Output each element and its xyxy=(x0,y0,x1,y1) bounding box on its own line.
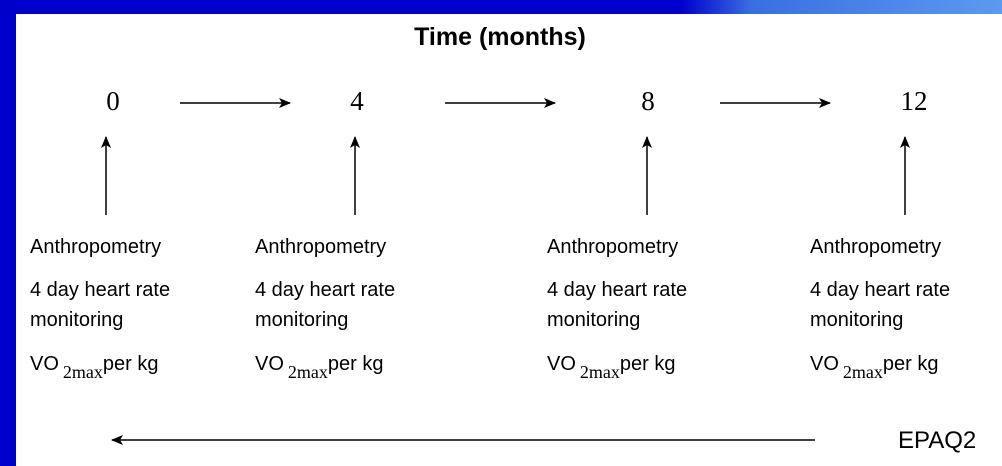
measure-item: Anthropometry xyxy=(810,236,941,258)
vo-suffix: per kg xyxy=(103,353,159,375)
measure-item: Anthropometry xyxy=(547,236,678,258)
timepoint-label: 0 xyxy=(106,86,120,116)
title: Time (months) xyxy=(414,23,586,51)
vo-subscript: 2max xyxy=(843,362,883,382)
vo: VO xyxy=(30,353,59,375)
vo: VO xyxy=(255,353,284,375)
timepoint-label: 12 xyxy=(901,86,928,116)
measure-item: 4 day heart rate xyxy=(810,279,950,301)
content-panel xyxy=(16,14,1002,466)
footer-label: EPAQ2 xyxy=(898,427,976,454)
measure-item: Anthropometry xyxy=(255,236,386,258)
vo-suffix: per kg xyxy=(328,353,384,375)
measure-item: monitoring xyxy=(547,309,640,331)
vo-suffix: per kg xyxy=(620,353,676,375)
vo-subscript: 2max xyxy=(63,362,103,382)
vo: VO xyxy=(547,353,576,375)
vo-subscript: 2max xyxy=(288,362,328,382)
vo: VO xyxy=(810,353,839,375)
top-band xyxy=(0,0,1002,14)
timepoint-label: 8 xyxy=(641,86,655,116)
measure-item: monitoring xyxy=(255,309,348,331)
measure-item: 4 day heart rate xyxy=(547,279,687,301)
vo2max-label: VO 2maxper kg xyxy=(810,353,939,382)
measure-item: Anthropometry xyxy=(30,236,161,258)
vo2max-label: VO 2maxper kg xyxy=(30,353,159,382)
vo-suffix: per kg xyxy=(883,353,939,375)
vo2max-label: VO 2maxper kg xyxy=(255,353,384,382)
measure-item: 4 day heart rate xyxy=(255,279,395,301)
timepoint-label: 4 xyxy=(350,86,364,116)
measure-item: monitoring xyxy=(30,309,123,331)
measure-item: 4 day heart rate xyxy=(30,279,170,301)
timeline: 0 Anthropometry 4 day heart rate monitoring… xyxy=(30,86,950,382)
vo2max-label: VO 2maxper kg xyxy=(547,353,676,382)
measure-item: monitoring xyxy=(810,309,903,331)
vo-subscript: 2max xyxy=(580,362,620,382)
